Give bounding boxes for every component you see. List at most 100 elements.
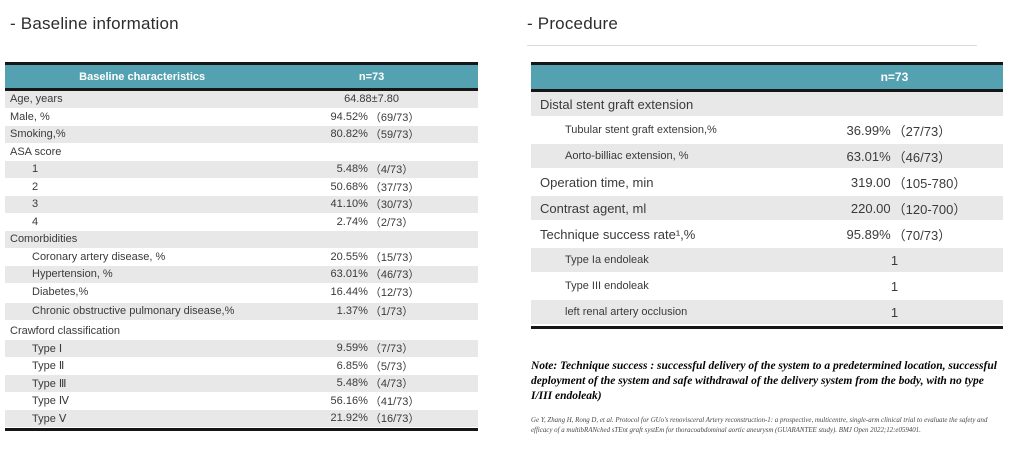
row-value: 9.59% （7/73）	[279, 340, 463, 356]
row-value-fraction: （7/73）	[369, 343, 414, 356]
row-label: Type Ⅳ	[32, 395, 70, 408]
row-value: 64.88±7.80	[344, 93, 400, 106]
table-row: ASA score	[5, 143, 478, 161]
row-value-fraction: （1/73）	[369, 306, 414, 319]
row-value-fraction: （5/73）	[369, 360, 414, 373]
row-value-fraction: （105-780）	[892, 175, 967, 191]
row-value-fraction: （15/73）	[369, 251, 420, 264]
procedure-table: n=73 Distal stent graft extension Tubular…	[531, 62, 1003, 329]
row-value-percent: 50.68%	[330, 180, 368, 193]
row-value: 21.92% （16/73）	[279, 410, 463, 426]
row-value-percent: 56.16%	[330, 394, 368, 407]
row-value-fraction: （27/73）	[892, 123, 952, 139]
table-row: 4 2.74% （2/73）	[5, 213, 478, 231]
baseline-header-label: Baseline characteristics	[79, 70, 206, 83]
table-row: Type Ⅴ 21.92% （16/73）	[5, 410, 478, 428]
table-row: Chronic obstructive pulmonary disease,% 1…	[5, 303, 478, 321]
row-label: Age, years	[10, 93, 63, 106]
row-value-percent: 1.37%	[336, 305, 368, 318]
row-value-fraction: （16/73）	[369, 413, 420, 426]
row-label: Crawford classification	[10, 324, 121, 337]
row-value: 6.85% （5/73）	[279, 358, 463, 374]
baseline-table-header: Baseline characteristics n=73	[5, 65, 478, 91]
row-value: 16.44% （12/73）	[279, 284, 463, 300]
table-row: left renal artery occlusion 1	[531, 300, 1003, 326]
row-value-percent: 9.59%	[336, 342, 368, 355]
row-value-percent: 63.01%	[846, 148, 891, 164]
table-row: Aorto-billiac extension, % 63.01% （46/73）	[531, 144, 1003, 170]
row-label: Type Ⅰ	[32, 342, 63, 355]
table-row: Distal stent graft extension	[531, 92, 1003, 118]
row-value-percent: 16.44%	[330, 285, 368, 298]
row-label: Contrast agent, ml	[540, 200, 647, 216]
row-label: Male, %	[10, 110, 50, 123]
row-label: 3	[32, 198, 39, 211]
row-label: Operation time, min	[540, 174, 654, 190]
table-row: Contrast agent, ml 220.00 （120-700）	[531, 196, 1003, 222]
table-row: Smoking,% 80.82% （59/73）	[5, 126, 478, 144]
procedure-header-n: n=73	[880, 70, 909, 84]
table-row: 2 50.68% （37/73）	[5, 178, 478, 196]
row-value-percent: 20.55%	[330, 250, 368, 263]
row-label: Aorto-billiac extension, %	[565, 150, 689, 162]
table-row: Type Ia endoleak 1	[531, 248, 1003, 274]
procedure-table-header: n=73	[531, 65, 1003, 92]
baseline-characteristics-table: Baseline characteristics n=73 Age, years…	[5, 62, 478, 431]
row-value-fraction: （12/73）	[369, 286, 420, 299]
row-label: Diabetes,%	[32, 285, 89, 298]
row-value: 20.55% （15/73）	[279, 249, 463, 265]
row-value: 5.48% （4/73）	[279, 161, 463, 177]
row-value-percent: 319.00	[850, 174, 891, 190]
row-value-percent: 6.85%	[336, 359, 368, 372]
table-row: Type Ⅰ 9.59% （7/73）	[5, 340, 478, 358]
row-label: Type Ⅲ	[32, 377, 67, 390]
row-label: Comorbidities	[10, 233, 78, 246]
table-row: Type Ⅳ 56.16% （41/73）	[5, 392, 478, 410]
row-value-percent: 5.48%	[336, 377, 368, 390]
row-label: Tubular stent graft extension,%	[565, 124, 717, 136]
row-value-fraction: （30/73）	[369, 199, 420, 212]
table-row: Age, years 64.88±7.80	[5, 91, 478, 109]
row-label: Chronic obstructive pulmonary disease,%	[32, 305, 235, 318]
row-value: 2.74% （2/73）	[279, 214, 463, 230]
row-value-fraction: （37/73）	[369, 181, 420, 194]
procedure-title-divider	[527, 45, 977, 46]
row-value: 1	[890, 278, 899, 294]
baseline-section-title: - Baseline information	[10, 14, 179, 33]
row-label: 4	[32, 215, 39, 228]
row-value: 1	[890, 252, 899, 268]
row-value-percent: 94.52%	[330, 110, 368, 123]
row-value-percent: 36.99%	[846, 122, 891, 138]
row-value: 1.37% （1/73）	[279, 303, 463, 319]
table-row: Crawford classification	[5, 322, 478, 340]
table-row: Hypertension, % 63.01% （46/73）	[5, 266, 478, 284]
table-row: 3 41.10% （30/73）	[5, 196, 478, 214]
row-value: 80.82% （59/73）	[279, 126, 463, 142]
row-value: 41.10% （30/73）	[279, 196, 463, 212]
row-value-percent: 5.48%	[336, 163, 368, 176]
row-label: Smoking,%	[10, 128, 66, 141]
row-value: 56.16% （41/73）	[279, 393, 463, 409]
row-label: left renal artery occlusion	[565, 306, 688, 318]
reference-citation: Ge Y, Zhang H, Rong D, et al. Protocol f…	[531, 417, 988, 434]
row-label: Type Ⅱ	[32, 360, 65, 373]
row-value-fraction: （4/73）	[369, 164, 414, 177]
row-label: Type Ia endoleak	[565, 254, 649, 266]
row-value-fraction: （120-700）	[892, 201, 967, 217]
row-value-fraction: （4/73）	[369, 378, 414, 391]
technique-success-note: Note: Technique success : successful del…	[531, 360, 997, 402]
row-value-fraction: （2/73）	[369, 216, 414, 229]
row-value: 36.99% （27/73）	[800, 121, 989, 140]
baseline-table-body: Age, years 64.88±7.80 Male, % 94.52% （69/73）…	[5, 91, 478, 428]
row-label: Coronary artery disease, %	[32, 250, 166, 263]
row-value-percent: 63.01%	[330, 268, 368, 281]
row-label: Type Ⅴ	[32, 412, 67, 425]
table-row: Type Ⅲ 5.48% （4/73）	[5, 375, 478, 393]
table-row: Type III endoleak 1	[531, 274, 1003, 300]
row-value-percent: 41.10%	[330, 198, 368, 211]
row-value-fraction: （70/73）	[892, 227, 952, 243]
row-value-fraction: （46/73）	[892, 149, 952, 165]
table-row: Diabetes,% 16.44% （12/73）	[5, 283, 478, 301]
table-row: Comorbidities	[5, 231, 478, 249]
row-value-fraction: （69/73）	[369, 111, 420, 124]
